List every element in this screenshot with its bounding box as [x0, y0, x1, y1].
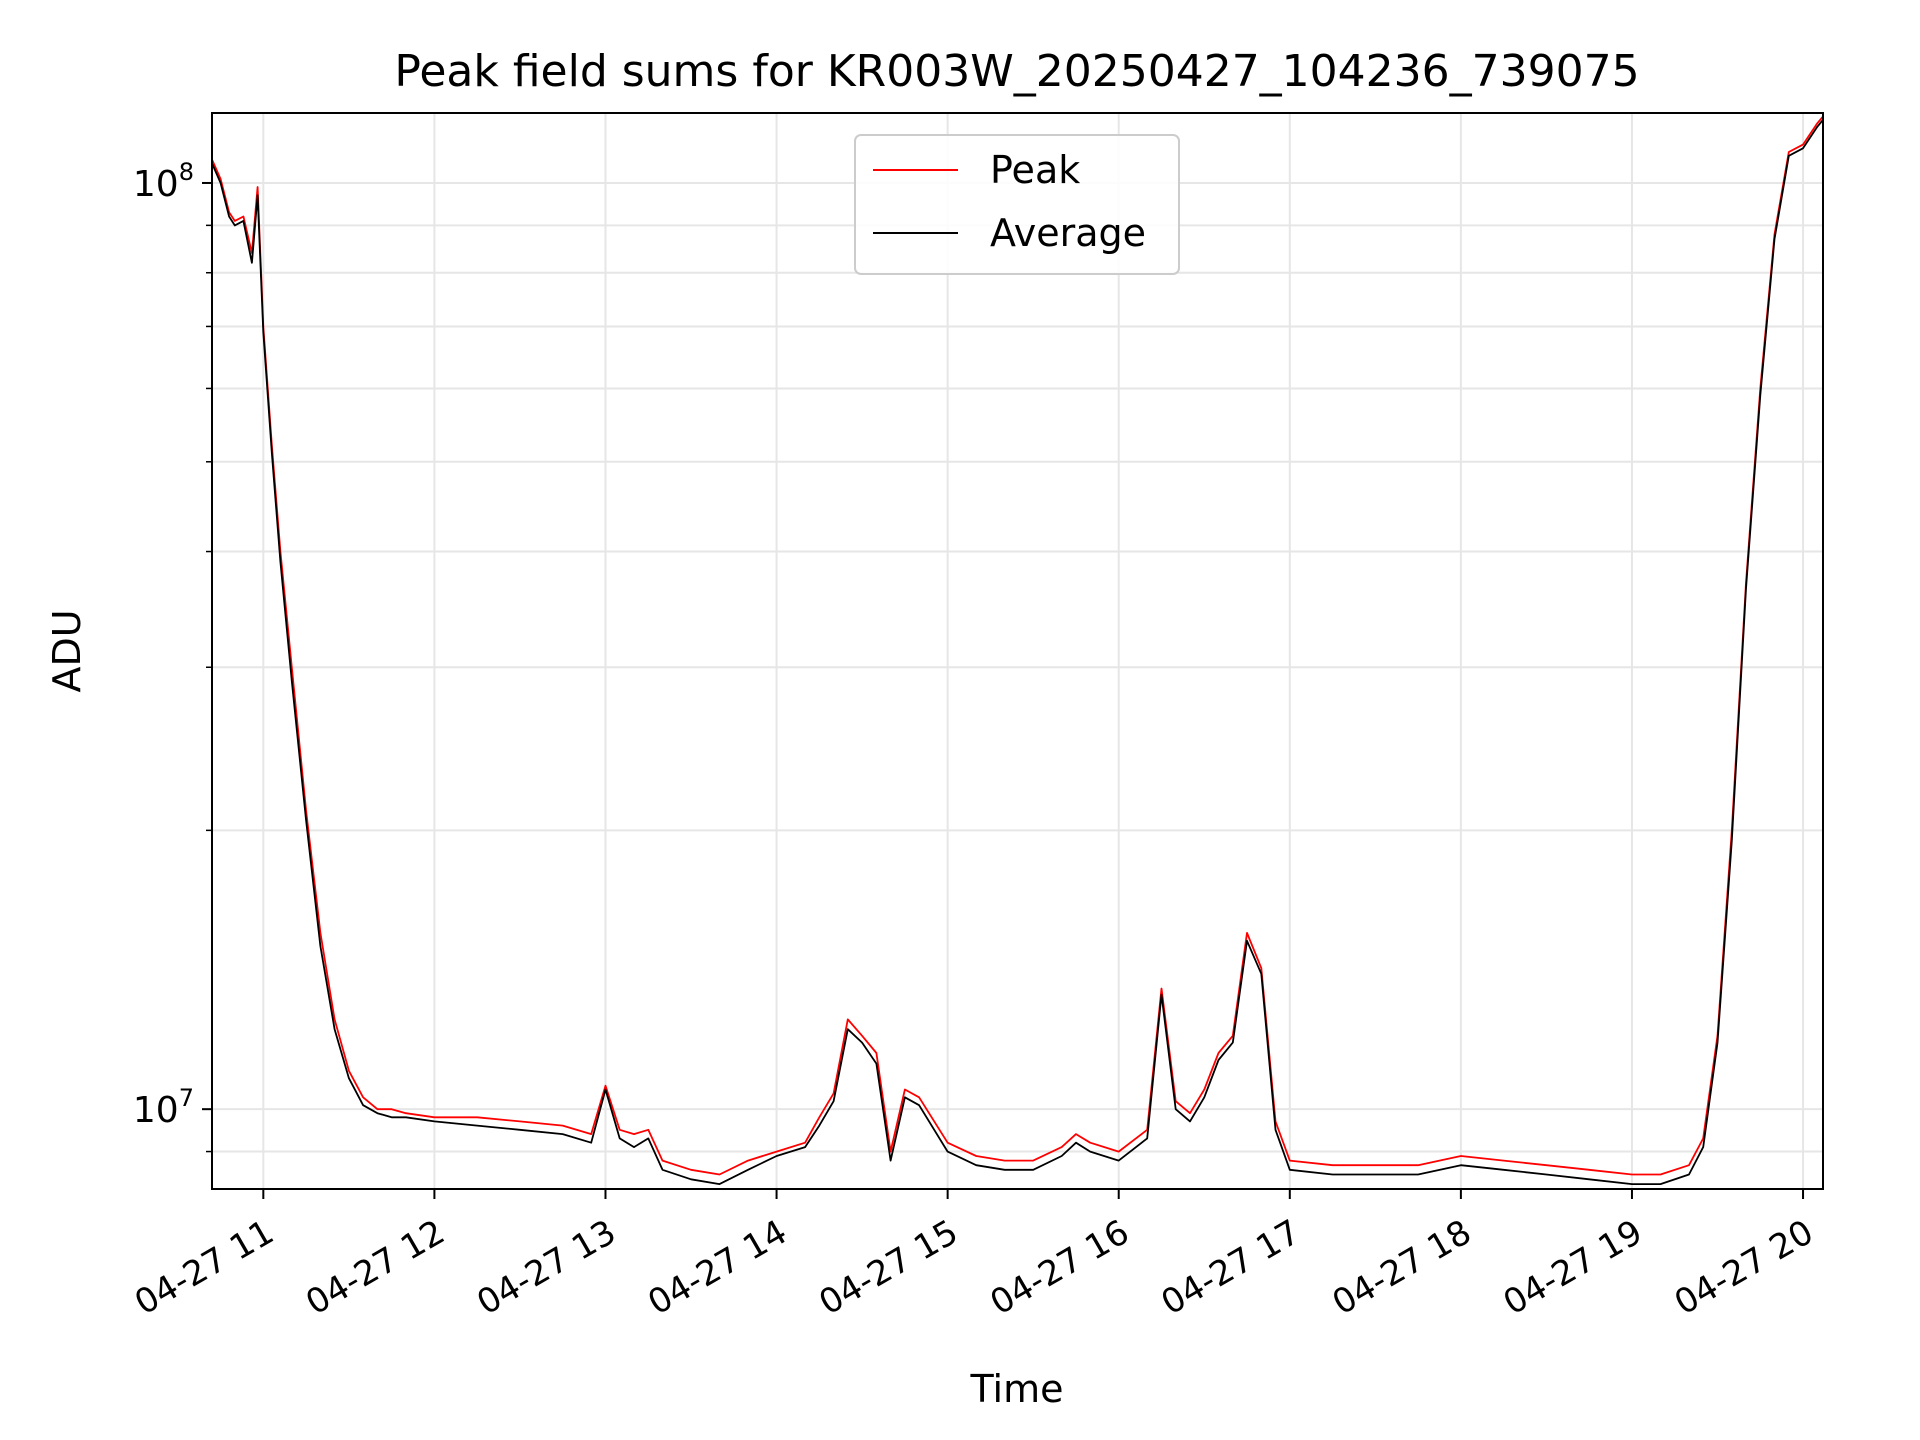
y-tick-exponent: 7 [179, 1084, 194, 1112]
y-axis-label: ADU [45, 609, 89, 692]
grid [212, 113, 1823, 1189]
chart-title: Peak field sums for KR003W_20250427_1042… [394, 46, 1639, 97]
y-tick-label: 107 [133, 1084, 194, 1131]
legend: Peak Average [854, 134, 1180, 275]
legend-average-label: Average [990, 211, 1146, 255]
y-tick-label: 108 [133, 158, 194, 205]
legend-peak-label: Peak [990, 148, 1080, 192]
series-line-peak [212, 115, 1823, 1176]
y-tick-exponent: 8 [179, 158, 194, 186]
y-tick-base: 10 [133, 164, 179, 205]
series-layer [212, 115, 1823, 1185]
x-axis-label: Time [970, 1367, 1064, 1411]
y-tick-base: 10 [133, 1090, 179, 1131]
series-line-average [212, 119, 1823, 1185]
plot-frame [211, 112, 1824, 1190]
